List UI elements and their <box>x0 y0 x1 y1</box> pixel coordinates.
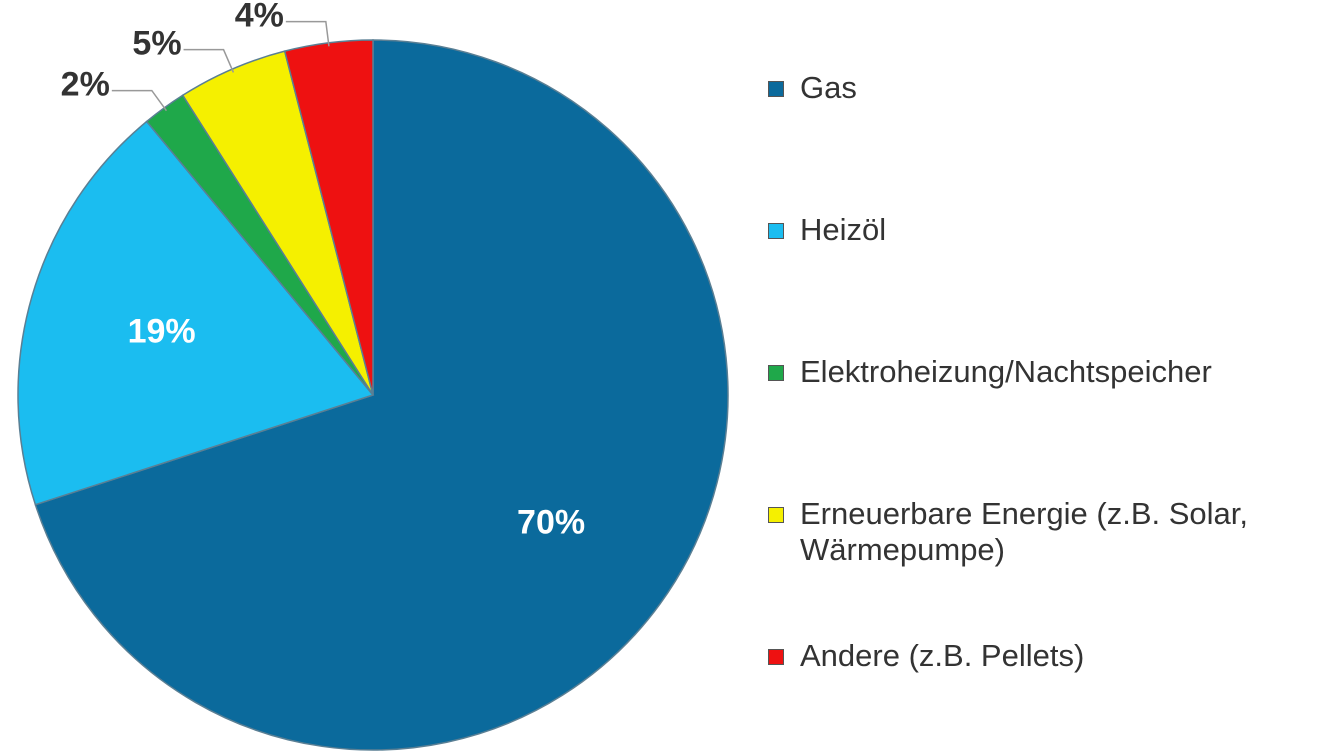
legend-entry: Erneuerbare Energie (z.B. Solar, Wärmepu… <box>768 496 1338 568</box>
data-label: 2% <box>61 66 110 104</box>
leader-line <box>111 89 168 112</box>
legend-swatch <box>768 81 784 97</box>
legend-swatch <box>768 365 784 381</box>
legend-label: Elektroheizung/Nachtspeicher <box>800 354 1212 389</box>
legend-swatch <box>768 223 784 239</box>
pie-slice <box>34 39 729 751</box>
data-label: 70% <box>517 503 585 541</box>
legend-swatch <box>768 649 784 665</box>
legend-label: Heizöl <box>800 212 887 247</box>
leader-line <box>183 48 235 73</box>
pie-area: 70% 19% 2% 5% 4% <box>17 0 729 751</box>
legend-label: Andere (z.B. Pellets) <box>800 638 1085 673</box>
data-label: 4% <box>235 0 284 35</box>
legend-swatch <box>768 507 784 523</box>
legend-entry: Gas <box>768 70 1338 106</box>
legend-label: Erneuerbare Energie (z.B. Solar, Wärmepu… <box>800 496 1249 567</box>
legend-entry: Heizöl <box>768 212 1338 248</box>
legend-entry: Andere (z.B. Pellets) <box>768 638 1338 674</box>
leader-line <box>285 20 330 47</box>
pie-slice <box>17 120 375 506</box>
data-label: 5% <box>132 25 181 63</box>
legend-label: Gas <box>800 70 857 105</box>
data-label: 19% <box>128 313 196 351</box>
legend-entry: Elektroheizung/Nachtspeicher <box>768 354 1338 390</box>
